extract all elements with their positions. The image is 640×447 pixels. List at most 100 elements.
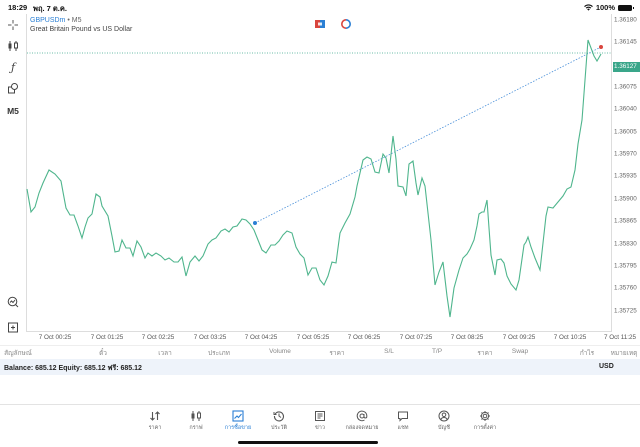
- price-level: 1.36145: [614, 38, 637, 46]
- add-order-button[interactable]: [5, 319, 21, 335]
- price-axis[interactable]: 1.36180 1.36145 1.36110 1.36075 1.36040 …: [612, 14, 640, 332]
- trade-icon: [232, 409, 244, 422]
- nav-mailbox[interactable]: กล่องจดหมาย: [344, 409, 380, 432]
- zoom-chart-button[interactable]: [5, 294, 21, 310]
- candlestick-icon: [8, 41, 18, 51]
- timeframe-button[interactable]: M5: [5, 103, 21, 119]
- chart-timeframe: M5: [71, 17, 82, 24]
- nav-chart-label: กราฟ: [189, 425, 203, 431]
- status-time: 18:29: [8, 3, 28, 12]
- column-ticket[interactable]: ตั๋ว: [99, 350, 107, 357]
- account-currency: USD: [599, 363, 614, 370]
- balance-summary: Balance: 685.12 Equity: 685.12 ฟรี: 685.…: [4, 365, 142, 372]
- price-line: [26, 39, 602, 318]
- trendline-anchor-end[interactable]: [599, 45, 603, 49]
- price-level: 1.36040: [614, 105, 637, 113]
- column-swap[interactable]: Swap: [511, 348, 529, 355]
- nav-trade-label: การซื้อขาย: [224, 425, 252, 431]
- account-icon: [438, 410, 450, 421]
- time-label: 7 Oct 11:25: [603, 334, 637, 341]
- nav-chart[interactable]: กราฟ: [178, 409, 214, 432]
- nav-news-label: ข่าว: [315, 425, 325, 431]
- nav-settings-label: การตั้งค่า: [473, 425, 497, 431]
- column-current-price[interactable]: ราคา: [477, 350, 493, 357]
- one-click-trading-icon[interactable]: [315, 20, 325, 28]
- column-type[interactable]: ประเภท: [208, 350, 230, 357]
- column-tp[interactable]: T/P: [431, 348, 443, 355]
- status-bar: 18:29 พฤ. 7 ต.ค. 100%: [0, 0, 640, 14]
- nav-chat[interactable]: แชท: [385, 409, 421, 432]
- chart-plot: [26, 39, 611, 318]
- nav-settings[interactable]: การตั้งค่า: [467, 409, 503, 432]
- column-sl[interactable]: S/L: [384, 348, 394, 355]
- symbol-name: GBPUSDm: [30, 17, 66, 24]
- positions-table-header: สัญลักษณ์ ตั๋ว เวลา ประเภท Volume ราคา S…: [0, 345, 640, 359]
- magnifier-chart-icon: [7, 296, 19, 308]
- time-label: 7 Oct 08:25: [450, 334, 484, 341]
- function-icon: ƒ: [10, 60, 16, 74]
- wifi-icon: [583, 4, 593, 11]
- chart-type-button[interactable]: [5, 38, 21, 54]
- time-label: 7 Oct 00:25: [38, 334, 72, 341]
- nav-account-label: บัญชี: [438, 425, 450, 431]
- column-comment[interactable]: หมายเหตุ: [610, 350, 638, 357]
- nav-account[interactable]: บัญชี: [426, 409, 462, 432]
- home-indicator[interactable]: [238, 441, 378, 444]
- time-axis[interactable]: 7 Oct 00:25 7 Oct 01:25 7 Oct 02:25 7 Oc…: [26, 333, 640, 345]
- time-label: 7 Oct 05:25: [296, 334, 330, 341]
- time-label: 7 Oct 07:25: [399, 334, 433, 341]
- symbol-description: Great Britain Pound vs US Dollar: [30, 26, 133, 33]
- status-date: พฤ. 7 ต.ค.: [33, 4, 67, 13]
- indicators-button[interactable]: ƒ: [5, 59, 21, 75]
- time-label: 7 Oct 10:25: [553, 334, 587, 341]
- time-label: 7 Oct 04:25: [244, 334, 278, 341]
- title-separator: •: [67, 17, 70, 24]
- price-level: 1.35865: [614, 217, 637, 225]
- column-profit[interactable]: กำไร: [579, 350, 595, 357]
- history-icon: [273, 410, 284, 421]
- bottom-navigation: ราคา กราฟ การซื้อขาย ประวัติ ข่าว กล่องจ…: [0, 404, 640, 447]
- quotes-icon: [150, 410, 160, 421]
- price-level: 1.35760: [614, 284, 637, 292]
- time-label: 7 Oct 03:25: [193, 334, 227, 341]
- nav-quotes-label: ราคา: [148, 425, 162, 431]
- chat-icon: [398, 411, 408, 422]
- column-time[interactable]: เวลา: [158, 350, 172, 357]
- current-price-badge: 1.36127: [613, 62, 640, 72]
- time-label: 7 Oct 09:25: [502, 334, 536, 341]
- trendline[interactable]: [254, 46, 602, 224]
- crosshair-tool[interactable]: [5, 17, 21, 33]
- settings-icon: [480, 410, 490, 421]
- battery-percent: 100%: [595, 3, 615, 12]
- nav-history[interactable]: ประวัติ: [261, 409, 297, 432]
- chart-title: GBPUSDm • M5 Great Britain Pound vs US D…: [30, 16, 132, 34]
- nav-quotes[interactable]: ราคา: [137, 409, 173, 432]
- column-volume[interactable]: Volume: [269, 348, 291, 355]
- trendline-anchor-start[interactable]: [253, 221, 257, 225]
- price-level: 1.35795: [614, 262, 637, 270]
- price-level: 1.35970: [614, 150, 637, 158]
- market-status-icon[interactable]: [341, 19, 351, 29]
- shapes-icon: [8, 83, 18, 94]
- column-symbol[interactable]: สัญลักษณ์: [4, 350, 32, 357]
- time-label: 7 Oct 02:25: [141, 334, 175, 341]
- nav-history-label: ประวัติ: [270, 425, 288, 431]
- price-level: 1.36005: [614, 128, 637, 135]
- timeframe-label: M5: [7, 106, 19, 116]
- chart-toolbar: ƒ M5: [0, 14, 26, 334]
- time-label: 7 Oct 06:25: [347, 334, 381, 341]
- crosshair-icon: [8, 20, 18, 30]
- nav-news[interactable]: ข่าว: [302, 409, 338, 432]
- objects-button[interactable]: [5, 80, 21, 96]
- price-level: 1.35725: [614, 307, 637, 315]
- time-label: 7 Oct 01:25: [90, 334, 124, 341]
- nav-trade[interactable]: การซื้อขาย: [220, 409, 256, 432]
- nav-mailbox-label: กล่องจดหมาย: [345, 425, 379, 431]
- price-chart[interactable]: [26, 14, 612, 332]
- price-level: 1.36180: [614, 16, 637, 24]
- column-price[interactable]: ราคา: [329, 350, 345, 357]
- price-level: 1.36075: [614, 83, 637, 91]
- balance-bar: Balance: 685.12 Equity: 685.12 ฟรี: 685.…: [0, 359, 640, 375]
- price-level: 1.35935: [614, 172, 637, 180]
- mailbox-icon: [356, 410, 368, 421]
